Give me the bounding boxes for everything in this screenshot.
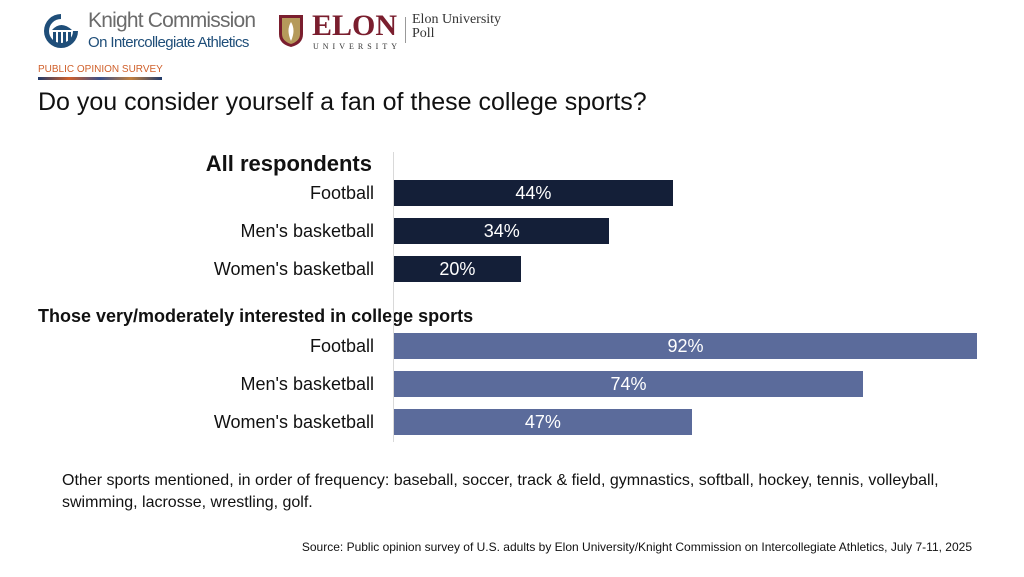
bar: [394, 409, 692, 435]
bar: [394, 333, 977, 359]
other-sports-note: Other sports mentioned, in order of freq…: [62, 472, 939, 511]
bar: [394, 371, 863, 397]
elon-shield-icon: [279, 15, 303, 47]
bar-value-label: 74%: [610, 374, 647, 394]
bar: [394, 256, 521, 282]
kc-logo-line1: Knight Commission: [88, 9, 256, 32]
category-label: Football: [309, 183, 374, 203]
chart-axis-line: [393, 152, 394, 442]
survey-underline: [38, 77, 162, 80]
category-label: Women's basketball: [213, 259, 374, 279]
category-label: Men's basketball: [240, 374, 374, 394]
chart-title: Do you consider yourself a fan of these …: [38, 88, 647, 116]
bar: [394, 180, 673, 206]
group-heading-all: All respondents: [205, 151, 372, 176]
bar-value-label: 92%: [667, 336, 704, 356]
knight-commission-logo-icon: [44, 14, 78, 48]
bar-value-label: 20%: [439, 259, 476, 279]
logo-divider: [405, 17, 406, 43]
bar-value-label: 44%: [515, 183, 552, 203]
elon-logo-name: ELON: [312, 9, 398, 42]
category-label: Women's basketball: [213, 412, 374, 432]
elon-poll-label: Elon University Poll: [412, 12, 502, 41]
category-label: Men's basketball: [240, 221, 374, 241]
bar: [394, 218, 610, 244]
bar-value-label: 47%: [524, 412, 561, 432]
group-heading-interested: Those very/moderately interested in coll…: [38, 306, 474, 326]
bar-value-label: 34%: [483, 221, 520, 241]
source-note: Source: Public opinion survey of U.S. ad…: [301, 540, 972, 554]
kc-logo-line2: On Intercollegiate Athletics: [88, 34, 249, 51]
survey-label: PUBLIC OPINION SURVEY: [38, 64, 163, 75]
elon-logo-sub: UNIVERSITY: [313, 42, 401, 51]
category-label: Football: [309, 336, 374, 356]
